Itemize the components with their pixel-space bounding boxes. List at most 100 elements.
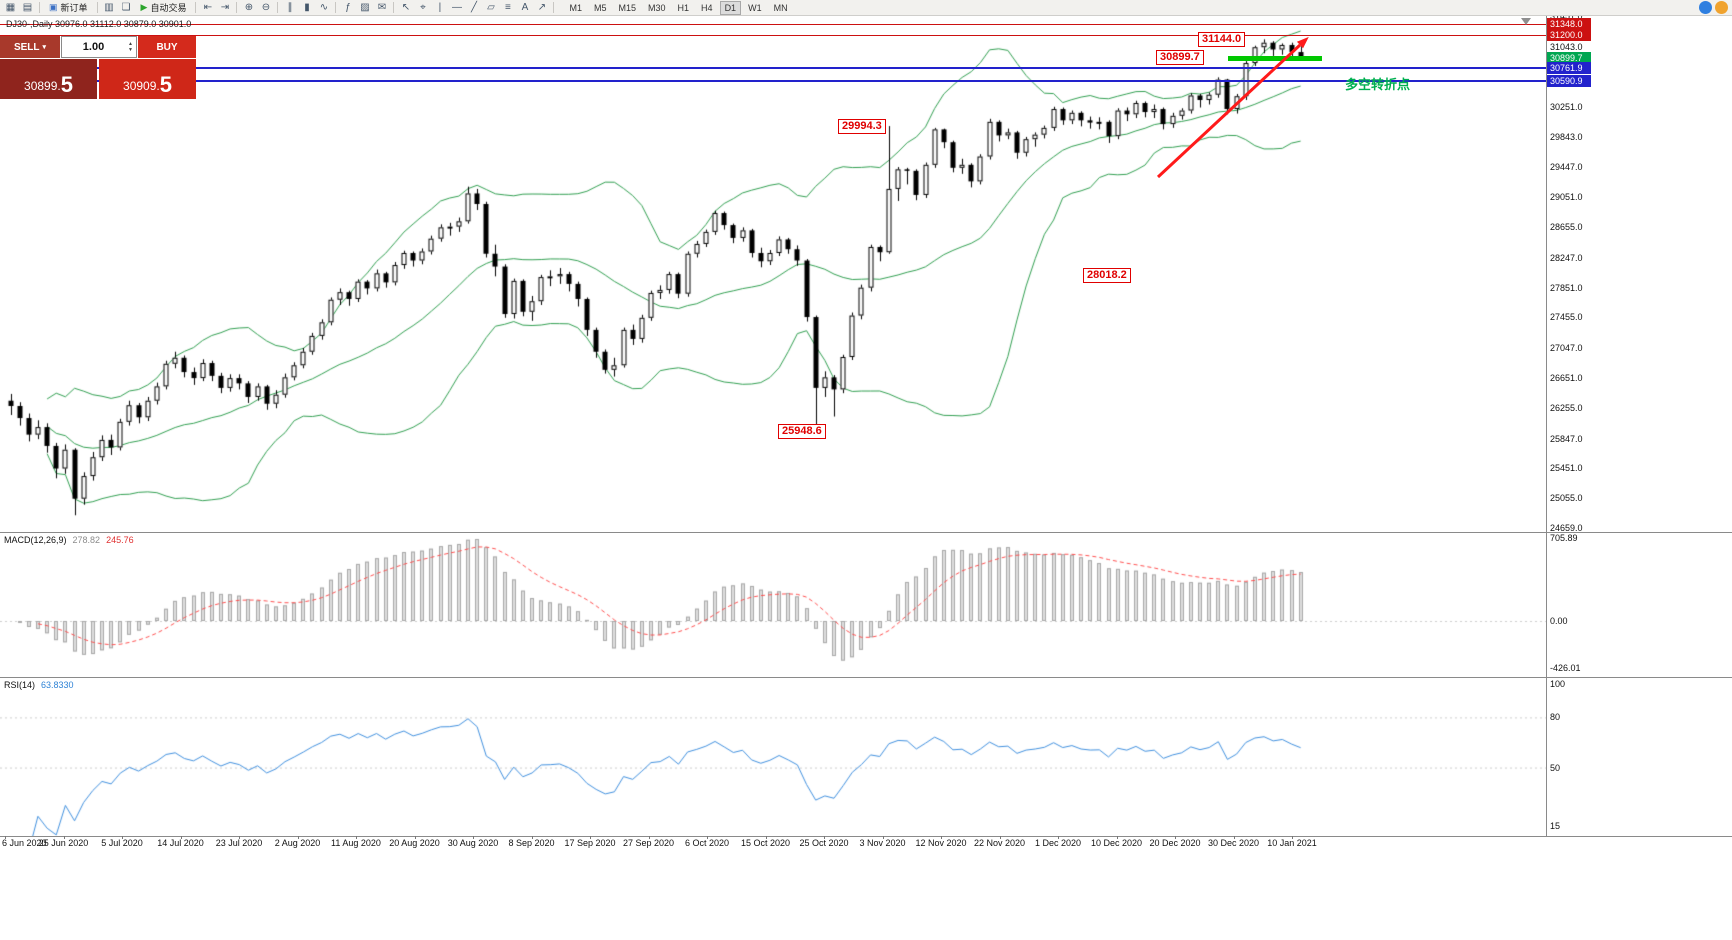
volume-stepper[interactable]: 1.00 ▲ ▼	[61, 36, 137, 58]
price-callout-1[interactable]: 31144.0	[1198, 32, 1246, 47]
timeframe-h4[interactable]: H4	[701, 2, 713, 13]
arrow-object-icon[interactable]: ↗	[537, 1, 547, 13]
time-axis-label: 20 Aug 2020	[389, 838, 440, 848]
trade-panel: SELL ▾ 1.00 ▲ ▼ BUY 30899. 5 30909. 5	[0, 36, 198, 99]
crosshair-icon[interactable]: ⌖	[420, 1, 426, 13]
new-order-icon: ▣	[49, 2, 58, 12]
time-axis-tick	[882, 836, 884, 839]
line-chart-icon[interactable]: ∿	[319, 1, 329, 13]
price-callout-2[interactable]: 30899.7	[1156, 50, 1204, 65]
chart-shift-marker[interactable]	[1521, 18, 1531, 25]
chart-window-icon[interactable]: ▦	[5, 1, 16, 13]
price-level-badge: 30899.7	[1547, 51, 1591, 64]
price-callout-5[interactable]: 25948.6	[778, 424, 826, 439]
templates-icon[interactable]: ▨	[360, 1, 370, 13]
floating-badge-blue[interactable]	[1699, 1, 1712, 14]
time-axis-tick	[414, 836, 416, 839]
resistance-line-31348[interactable]	[0, 24, 1546, 25]
bar-chart-icon[interactable]: ∥	[287, 1, 293, 13]
time-axis-label: 27 Sep 2020	[622, 838, 675, 848]
timeframe-d1[interactable]: D1	[719, 0, 742, 15]
price-axis-label: 27851.0	[1550, 282, 1583, 293]
price-axis-label: 26651.0	[1550, 373, 1583, 384]
time-axis-tick	[180, 836, 182, 839]
price-axis-label: 27455.0	[1550, 312, 1583, 323]
timeframe-mn[interactable]: MN	[773, 2, 788, 13]
support-line-30761[interactable]	[0, 67, 1546, 70]
panel-separator-rsi[interactable]	[0, 677, 1732, 678]
time-axis-tick	[531, 836, 533, 839]
scroll-start-icon[interactable]: ⇤	[203, 1, 213, 13]
support-line-30590[interactable]	[0, 80, 1546, 83]
buy-price-big-digit: 5	[159, 72, 172, 97]
chart-tile-icon[interactable]: ❏	[121, 1, 131, 13]
cursor-icon[interactable]: ↖	[401, 1, 411, 13]
timeframe-m1[interactable]: M1	[569, 2, 582, 13]
time-axis-tick	[239, 836, 240, 839]
time-axis-label: 23 Jul 2020	[215, 838, 263, 848]
toolbar-separator	[39, 2, 40, 13]
channel-icon[interactable]: ▱	[487, 1, 495, 13]
timeframe-m30[interactable]: M30	[648, 2, 666, 13]
trend-arrow[interactable]	[0, 16, 1546, 836]
autotrading-button[interactable]: ▶ 自动交易	[137, 1, 191, 15]
price-callout-4[interactable]: 28018.2	[1083, 268, 1131, 283]
macd-signal-value: 245.76	[106, 535, 134, 545]
time-axis-tick	[122, 836, 123, 839]
breakout-level-segment[interactable]	[1228, 55, 1322, 61]
price-chart-canvas[interactable]	[0, 16, 1546, 836]
sell-button-label: SELL	[13, 41, 40, 53]
zoom-out-icon[interactable]: ⊖	[261, 1, 271, 13]
time-axis-label: 22 Nov 2020	[973, 838, 1026, 848]
scroll-end-icon[interactable]: ⇥	[220, 1, 230, 13]
price-axis-label: 29447.0	[1550, 162, 1583, 173]
trendline-icon[interactable]: ╱	[470, 1, 477, 13]
time-axis-label: 15 Oct 2020	[740, 838, 791, 848]
fibonacci-icon[interactable]: ≡	[505, 1, 511, 13]
macd-main-value: 278.82	[72, 535, 101, 545]
rsi-axis-label: 100	[1550, 679, 1566, 689]
timeframe-m5[interactable]: M5	[593, 2, 607, 13]
panel-separator-macd[interactable]	[0, 532, 1732, 533]
timeframe-h1[interactable]: H1	[677, 2, 690, 13]
time-axis-label: 8 Sep 2020	[508, 838, 555, 848]
new-order-button[interactable]: ▣ 新订单	[45, 1, 92, 15]
rsi-axis-label: 50	[1550, 763, 1561, 773]
macd-axis-label: 0.00	[1550, 616, 1568, 626]
vertical-line-icon[interactable]: |	[438, 1, 442, 13]
toolbar-separator	[335, 2, 337, 13]
profile-icon[interactable]: ▤	[22, 1, 33, 13]
time-axis-separator[interactable]	[0, 836, 1732, 837]
mail-icon[interactable]: ✉	[377, 1, 387, 13]
horizontal-line-icon[interactable]: ―	[451, 1, 462, 13]
buy-button[interactable]: BUY	[138, 36, 196, 58]
buy-button-label: BUY	[156, 41, 178, 53]
indicators-icon[interactable]: ƒ	[345, 1, 351, 13]
text-label-icon[interactable]: A	[521, 1, 529, 13]
buy-price-box[interactable]: 30909. 5	[99, 59, 196, 99]
volume-down-icon[interactable]: ▼	[128, 47, 133, 53]
price-axis-label: 25451.0	[1550, 463, 1583, 474]
zoom-in-icon[interactable]: ⊕	[244, 1, 254, 13]
volume-up-icon[interactable]: ▲	[128, 41, 133, 47]
price-callout-3[interactable]: 29994.3	[838, 119, 886, 134]
resistance-line-31200[interactable]	[0, 35, 1546, 37]
new-order-label: 新订单	[60, 3, 88, 13]
timeframe-toolbar: M1 M5 M15 M30 H1 H4 D1 W1 MN	[563, 0, 793, 15]
timeframe-w1[interactable]: W1	[748, 2, 762, 13]
time-axis-label: 12 Nov 2020	[915, 838, 967, 848]
time-axis-tick	[824, 836, 825, 839]
time-axis-tick	[999, 836, 1001, 839]
sell-button[interactable]: SELL ▾	[0, 36, 60, 58]
time-axis-tick	[1175, 836, 1176, 839]
chevron-down-icon: ▾	[42, 44, 47, 51]
candlestick-chart-icon[interactable]: ▮	[304, 1, 310, 13]
floating-badge-orange[interactable]	[1715, 1, 1728, 14]
time-axis-label: 30 Dec 2020	[1207, 838, 1260, 848]
sell-price-box[interactable]: 30899. 5	[0, 59, 97, 99]
turning-point-annotation[interactable]: 多空转折点	[1345, 77, 1411, 92]
timeframe-m15[interactable]: M15	[618, 2, 637, 13]
market-watch-icon[interactable]: ▥	[104, 1, 114, 13]
chart-window[interactable]: DJ30-,Daily 30976.0 31112.0 30879.0 3090…	[0, 16, 1732, 940]
time-axis-tick	[1116, 836, 1118, 839]
